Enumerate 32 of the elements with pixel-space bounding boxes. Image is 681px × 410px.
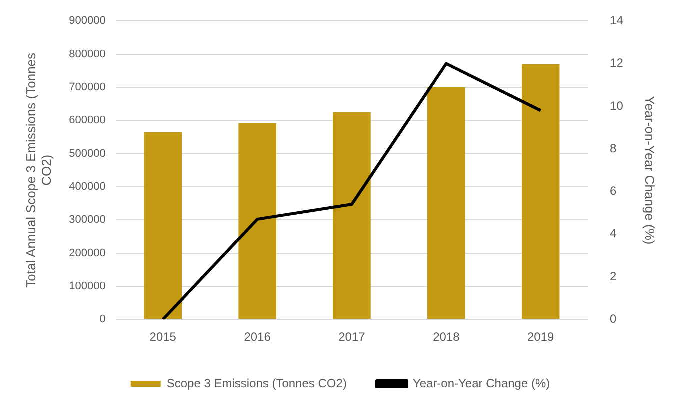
y2-tick-label: 2 (610, 269, 618, 284)
y-tick-label: 100000 (69, 280, 106, 292)
legend-label: Year-on-Year Change (%) (412, 376, 550, 390)
bar (522, 64, 560, 320)
x-tick-label: 2016 (244, 330, 272, 344)
y-tick-label: 400000 (69, 181, 106, 194)
y2-tick-label: 10 (610, 98, 624, 113)
bar (333, 112, 371, 320)
x-tick-label: 2018 (433, 330, 460, 344)
y2-tick-label: 14 (610, 14, 624, 28)
y-tick-label: 900000 (69, 15, 106, 28)
y2-tick-label: 6 (610, 184, 618, 198)
x-tick-label: 2019 (527, 330, 555, 344)
y-tick-label: 500000 (69, 148, 106, 160)
y-tick-label: 200000 (69, 247, 106, 260)
bar (428, 88, 466, 320)
y2-tick-label: 4 (610, 226, 618, 241)
y2-axis-title: Year-on-Year Change (%) (642, 96, 658, 245)
y2-tick-label: 8 (610, 141, 618, 156)
x-tick-label: 2015 (150, 330, 177, 344)
y-axis-title: Total Annual Scope 3 Emissions (Tonnes CO2) (23, 52, 54, 288)
y2-tick-label: 0 (610, 312, 618, 326)
y-tick-label: 0 (100, 314, 106, 326)
bar (144, 132, 182, 320)
x-tick-label: 2017 (338, 330, 366, 344)
y-tick-label: 600000 (69, 114, 106, 127)
y2-tick-label: 12 (610, 56, 624, 70)
y-tick-label: 300000 (69, 214, 106, 226)
bar (238, 123, 276, 320)
legend-label: Scope 3 Emissions (Tonnes CO2) (166, 376, 347, 390)
y-tick-label: 700000 (69, 82, 106, 94)
y-tick-label: 800000 (69, 48, 106, 60)
